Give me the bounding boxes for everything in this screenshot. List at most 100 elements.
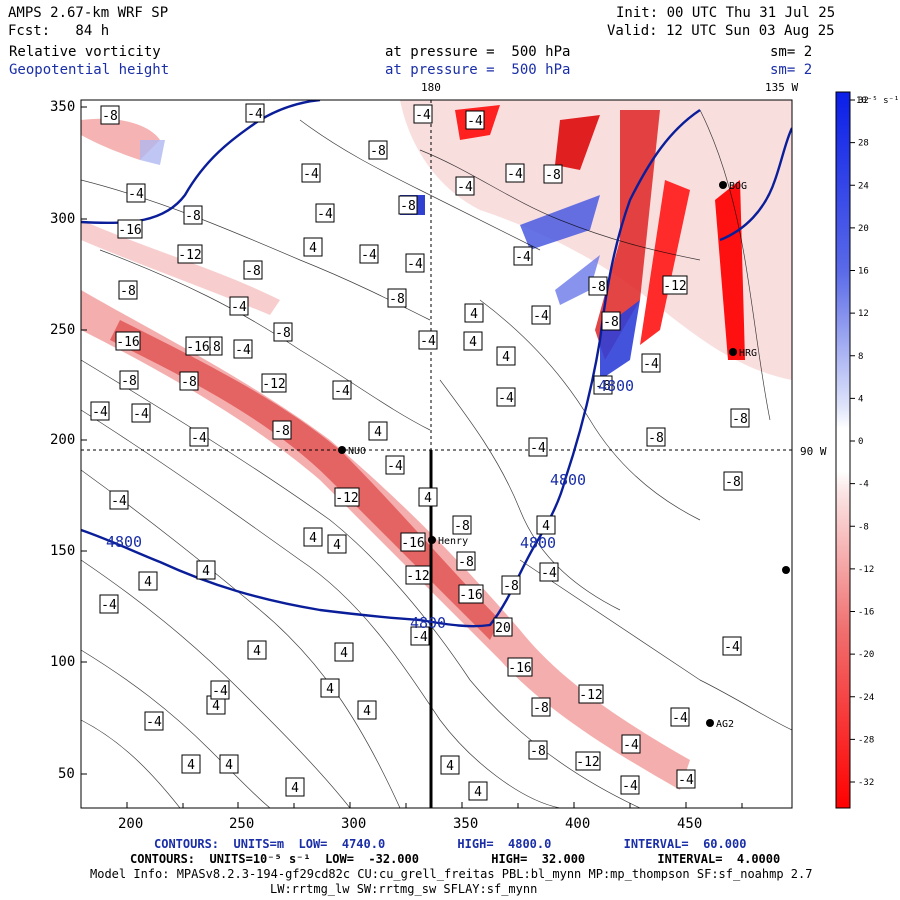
forecast-hour: Fcst: 84 h <box>8 23 110 39</box>
station-markers: BOG HRG NUO Henry AG2 <box>338 181 790 730</box>
vort-label: 4 <box>291 781 299 796</box>
vort-label-box <box>620 775 640 795</box>
vort-label: -4 <box>498 391 514 406</box>
vort-label: -8 <box>245 264 261 279</box>
vort-label: -8 <box>603 315 619 330</box>
vort-label-box <box>621 734 641 754</box>
vort-label-box <box>357 700 377 720</box>
vort-label: 4 <box>474 785 482 800</box>
lon-label-135w: 135 W <box>765 81 799 94</box>
vort-label: -4 <box>515 250 531 265</box>
vort-label: -16 <box>459 588 482 603</box>
vort-label-box <box>463 331 483 351</box>
vort-label-box <box>400 532 426 552</box>
vort-label-box <box>601 311 621 331</box>
vort-label: -12 <box>663 279 686 294</box>
vort-label: -4 <box>407 257 423 272</box>
vort-label: -4 <box>146 715 162 730</box>
footer-model-info: Model Info: MPASv8.2.3-194-gf29cd82c CU:… <box>90 867 813 881</box>
vort-label: 4 <box>470 307 478 322</box>
vort-label: -4 <box>334 384 350 399</box>
field1-name: Relative vorticity <box>9 44 161 60</box>
x-tick-label: 350 <box>453 816 479 832</box>
vort-label-box <box>505 163 525 183</box>
vort-label: 4 <box>542 519 550 534</box>
station-label: Henry <box>438 536 468 547</box>
vort-label: -4 <box>724 640 740 655</box>
vort-label-box <box>109 490 129 510</box>
vort-label-box <box>398 195 418 215</box>
vort-label-box <box>418 330 438 350</box>
y-tick-label: 200 <box>50 432 76 448</box>
vort-label-box <box>730 408 750 428</box>
colorbar-tick-label: 12 <box>858 309 869 319</box>
vort-label: -8 <box>732 412 748 427</box>
height-contour-label: 4800 <box>598 377 634 395</box>
height-contour-label: 4800 <box>550 471 586 489</box>
vort-label: -8 <box>648 431 664 446</box>
vort-label: -4 <box>128 187 144 202</box>
colorbar-tick-label: 24 <box>858 181 869 191</box>
vort-label: -8 <box>185 209 201 224</box>
vort-label-box <box>543 164 563 184</box>
x-tick-marks <box>126 802 743 808</box>
vort-label: 4 <box>326 682 334 697</box>
vort-label: -8 <box>725 475 741 490</box>
vort-label-box <box>247 640 267 660</box>
vort-label-box <box>641 353 661 373</box>
x-tick-label: 400 <box>565 816 591 832</box>
vort-label-box <box>189 427 209 447</box>
vort-label: 4 <box>253 644 261 659</box>
vort-label-box <box>418 487 438 507</box>
vort-label-box <box>405 253 425 273</box>
vort-label: -4 <box>412 630 428 645</box>
field1-smooth: sm= 2 <box>770 44 813 60</box>
vort-label-box <box>722 636 742 656</box>
vort-label: -8 <box>181 375 197 390</box>
footer-height-contours: CONTOURS: UNITS=m LOW= 4740.0 HIGH= 4800… <box>154 837 747 851</box>
vort-label: 4 <box>212 699 220 714</box>
y-tick-label: 350 <box>50 99 76 115</box>
vort-label: -8 <box>503 579 519 594</box>
vort-label-box <box>99 594 119 614</box>
colorbar-unit: 10⁻⁵ s⁻¹ <box>856 96 900 106</box>
vort-label: -4 <box>133 407 149 422</box>
vort-label: -16 <box>186 340 209 355</box>
colorbar-tick-label: -28 <box>858 735 874 745</box>
vort-label-box <box>185 336 211 356</box>
vort-label: 4 <box>309 531 317 546</box>
vort-label: -4 <box>101 598 117 613</box>
vort-label: -4 <box>303 167 319 182</box>
vort-label-box <box>670 707 690 727</box>
vorticity-labels: -8 -4 -8 -4 -8 -8 -4 -4 -16 -8 -4 -4 -12 -8 -8 -4 -4 -8 -4… <box>90 103 750 801</box>
vort-label: -4 <box>212 684 228 699</box>
vort-label: -12 <box>178 248 201 263</box>
vort-label: -4 <box>457 180 473 195</box>
vort-label-box <box>676 769 696 789</box>
vort-label-box <box>90 401 110 421</box>
vort-label-box <box>359 244 379 264</box>
vort-label-box <box>578 684 604 704</box>
vort-label-box <box>179 371 199 391</box>
vort-label-box <box>332 380 352 400</box>
vort-label-box <box>593 375 613 395</box>
vort-label-box <box>513 246 533 266</box>
vort-label: -16 <box>508 661 531 676</box>
vort-label-box <box>662 275 688 295</box>
vort-label-box <box>334 642 354 662</box>
vort-label: -12 <box>335 491 358 506</box>
colorbar-tick-label: -32 <box>858 778 874 788</box>
vort-label: 4 <box>333 538 341 553</box>
vort-label: -4 <box>507 167 523 182</box>
vort-label-box <box>405 565 431 585</box>
y-tick-label: 150 <box>50 543 76 559</box>
colorbar-tick-label: 0 <box>858 437 863 447</box>
vort-label-box <box>387 288 407 308</box>
colorbar-ticks: 32 28 24 20 16 12 8 4 0 -4 -8 -12 -16 -20 -24 -28 -32 <box>850 96 874 788</box>
vort-label-box <box>320 678 340 698</box>
vort-label: -8 <box>595 379 611 394</box>
station-label: HRG <box>739 348 757 359</box>
vort-label-box <box>126 183 146 203</box>
vort-label: -12 <box>406 569 429 584</box>
vort-label: -8 <box>370 144 386 159</box>
